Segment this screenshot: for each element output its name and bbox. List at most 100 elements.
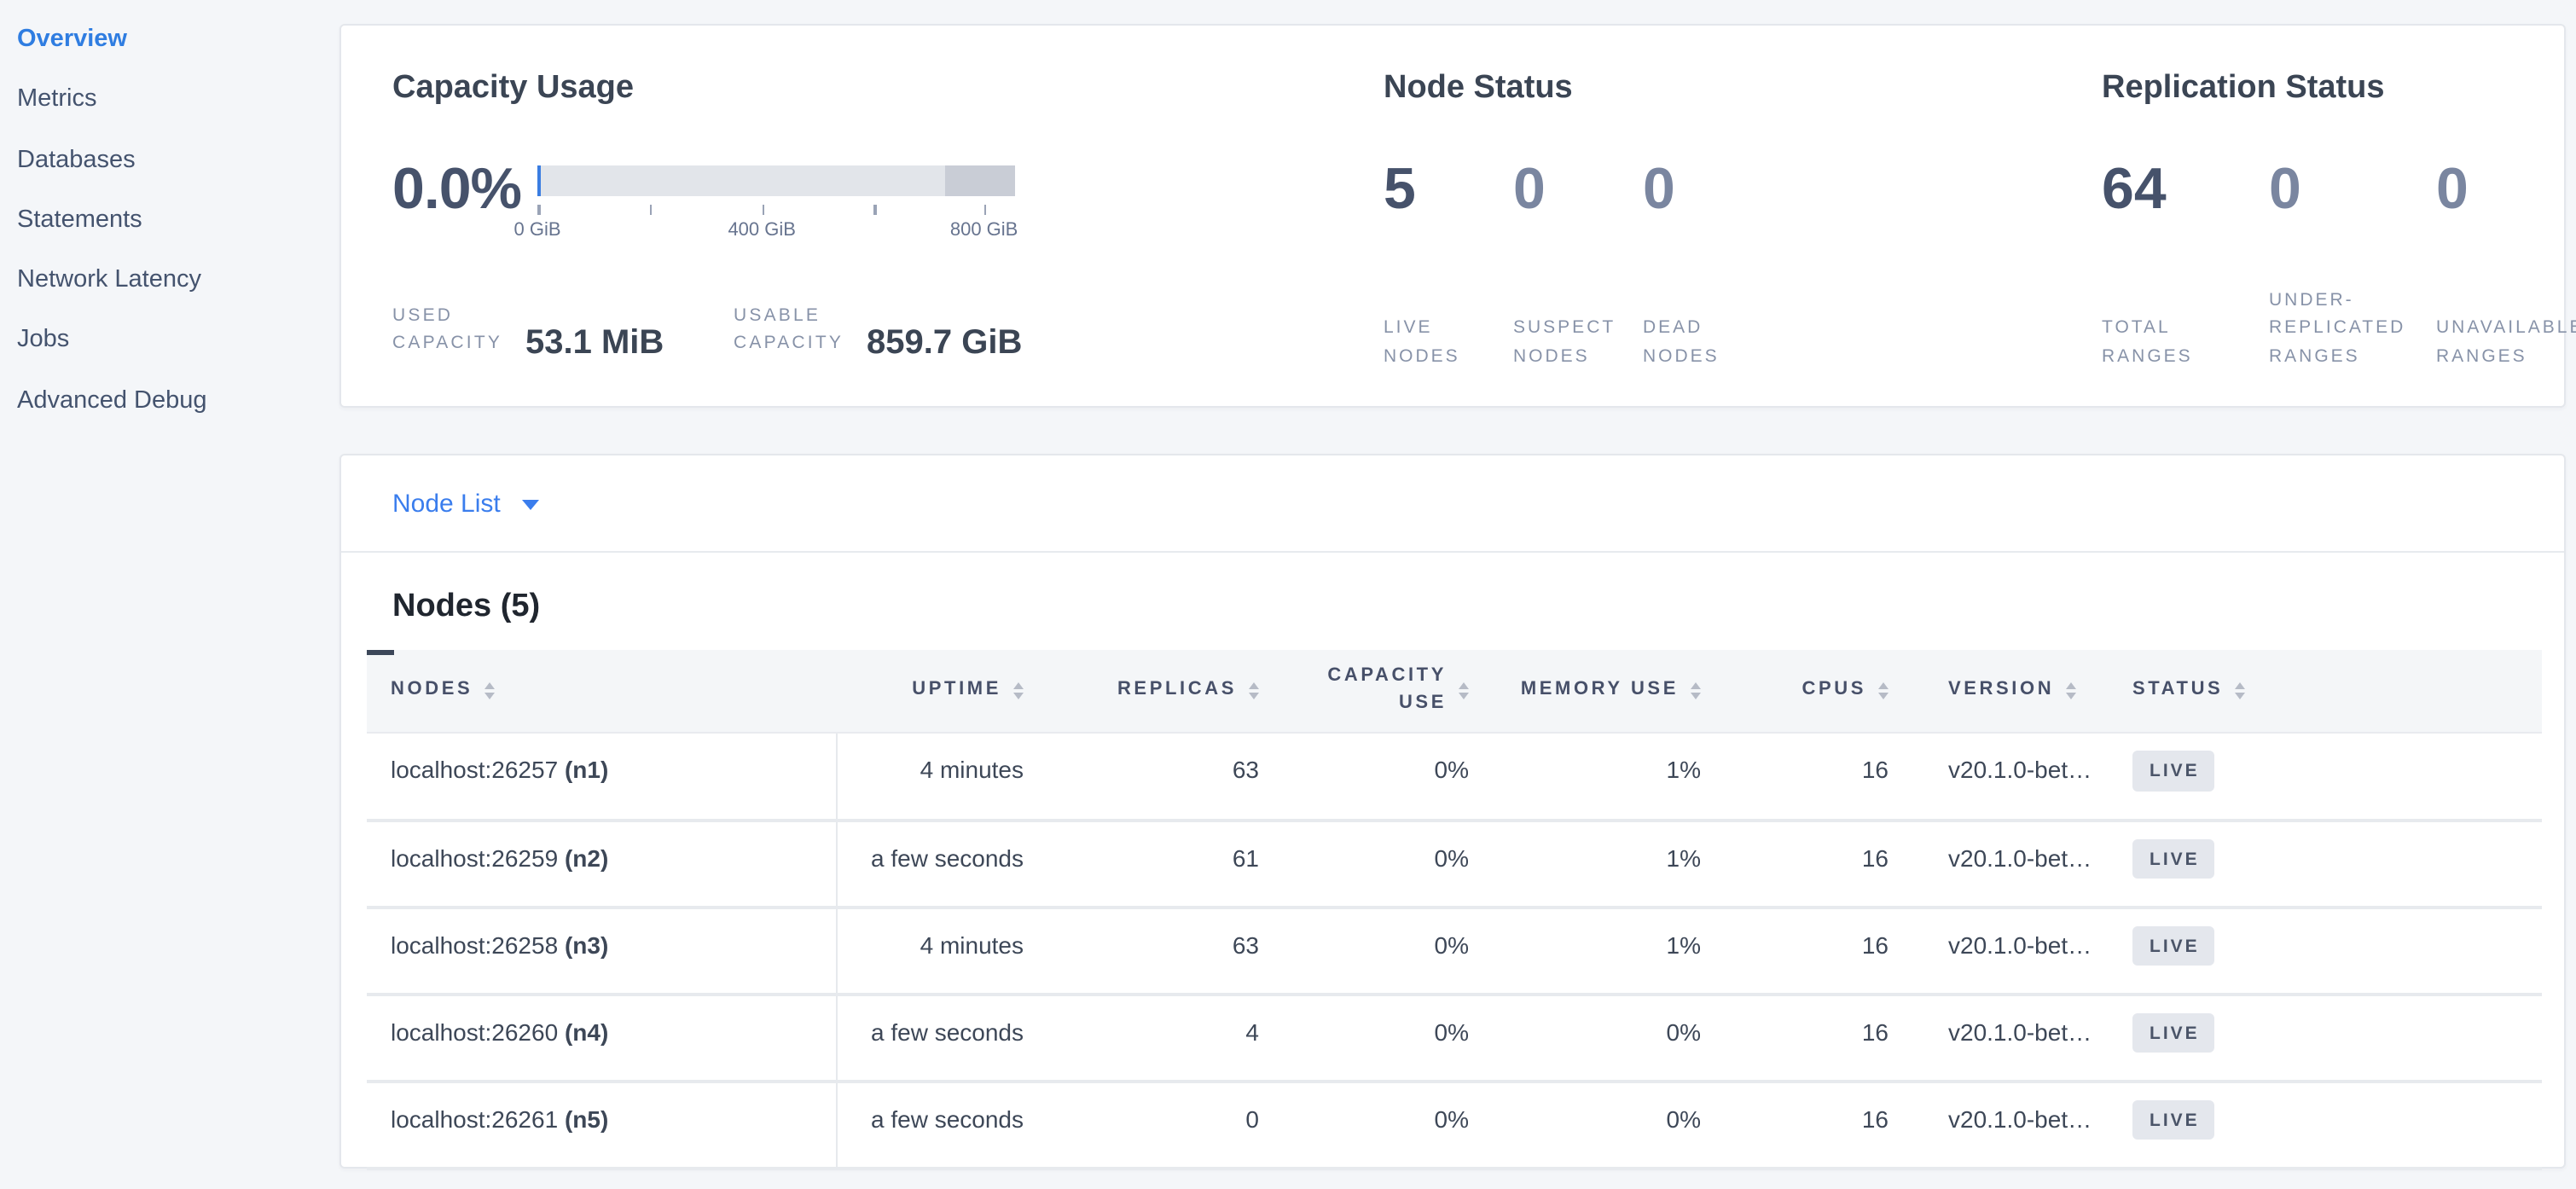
capacity-percent: 0.0% [392,157,522,222]
sort-down-icon [2066,693,2077,700]
sidebar-item-jobs[interactable]: Jobs [17,326,70,354]
column-header-uptime[interactable]: UPTIME [836,650,1044,734]
cell-uptime: a few seconds [836,994,1044,1082]
sort-arrows-icon [2066,682,2077,700]
sort-up-icon [484,682,496,689]
cell-node-address: localhost:26260 (n4) [367,994,837,1082]
sort-up-icon [1459,682,1469,689]
cell-version: v20.1.0-bet… [1909,1081,2093,1169]
sort-down-icon [1691,693,1701,700]
cell-node-address: localhost:26259 (n2) [367,820,837,908]
replication-status-section: Replication Status 64 TOTAL RANGES 0 UNDER-… [2102,26,2576,409]
node-row[interactable]: localhost:26261 (n5) a few seconds 0 0% 0% 16… [367,1081,2542,1169]
cell-capacity-use: 0% [1279,820,1489,908]
sort-up-icon [1878,682,1888,689]
axis-tick [762,205,765,215]
cell-uptime: a few seconds [836,820,1044,908]
sort-arrows-icon [1013,682,1024,700]
cell-replicas: 4 [1044,994,1279,1082]
sort-down-icon [484,693,496,700]
axis-tick [983,205,987,215]
sidebar-nav: Overview Metrics Databases Statements Networ… [0,0,339,1189]
replication-stat-value: 0 [2269,157,2301,222]
column-header-replicas[interactable]: REPLICAS [1044,650,1279,734]
view-selector-dropdown[interactable]: Node List [341,455,2564,553]
node-status-stat-label: DEAD NODES [1643,317,1720,367]
node-address: localhost:26258 [391,931,565,958]
cell-uptime: 4 minutes [836,733,1044,821]
cell-uptime: 4 minutes [836,907,1044,995]
node-row[interactable]: localhost:26260 (n4) a few seconds 4 0% 0% 16… [367,994,2542,1082]
status-badge: LIVE [2132,1012,2215,1053]
cell-status: LIVE [2093,820,2542,908]
node-status-stat-label: SUSPECT NODES [1513,317,1616,367]
node-status-section: Node Status 5 LIVE NODES 0 SUSPECT NODES 0 DE… [1384,26,2083,409]
sort-down-icon [1878,693,1888,700]
column-header-cpus[interactable]: CPUS [1721,650,1909,734]
node-id: (n4) [564,1018,609,1045]
sidebar-item-network-latency[interactable]: Network Latency [17,266,201,294]
sidebar-item-databases[interactable]: Databases [17,146,136,174]
cell-capacity-use: 0% [1279,1081,1489,1169]
node-address: localhost:26261 [391,1105,565,1132]
axis-tick [873,205,877,215]
cell-capacity-use: 0% [1279,994,1489,1082]
cell-uptime: a few seconds [836,1081,1044,1169]
column-header-label: CPUS [1801,679,1866,700]
node-status-stats: 5 LIVE NODES 0 SUSPECT NODES 0 DEAD NODES [1384,155,1772,370]
replication-stat-label: UNDER-REPLICATED RANGES [2269,290,2406,367]
capacity-usage-row: 0.0% 0 GiB 400 GiB 800 GiB [392,155,1373,254]
node-status-title: Node Status [1384,70,1573,106]
cell-memory-use: 1% [1489,820,1721,908]
status-badge: LIVE [2132,925,2215,966]
sort-arrows-icon [1691,682,1701,700]
cell-status: LIVE [2093,907,2542,995]
sort-down-icon [1459,693,1469,700]
capacity-usage-section: Capacity Usage 0.0% 0 GiB 400 GiB 800 GiB … [392,26,1373,409]
replication-stat: 0 UNAVAILABLE RANGES [2436,155,2576,370]
sidebar-item-metrics[interactable]: Metrics [17,85,97,113]
sidebar-item-advanced-debug[interactable]: Advanced Debug [17,386,207,415]
column-header-capacity-use[interactable]: CAPACITY USE [1279,650,1489,734]
cell-status: LIVE [2093,1081,2542,1169]
node-id: (n1) [564,756,609,783]
status-badge: LIVE [2132,838,2215,879]
capacity-bar-chart: 0 GiB 400 GiB 800 GiB [513,165,1018,254]
cell-replicas: 63 [1044,733,1279,821]
column-header-label: UPTIME [912,679,1001,700]
replication-status-title: Replication Status [2102,70,2385,106]
capacity-stat: USED CAPACITY 53.1 MiB [392,302,734,361]
chevron-down-icon [522,500,540,510]
column-header-label: NODES [391,679,473,700]
node-id: (n3) [564,931,609,958]
sidebar-item-overview[interactable]: Overview [17,26,127,53]
cell-cpus: 16 [1721,907,1909,995]
sidebar-item-statements[interactable]: Statements [17,206,142,234]
axis-tick [649,205,653,215]
cell-node-address: localhost:26261 (n5) [367,1081,837,1169]
node-status-stat: 5 LIVE NODES [1384,155,1513,370]
capacity-usage-title: Capacity Usage [392,70,635,106]
capacity-bar-axis: 0 GiB 400 GiB 800 GiB [513,196,1018,254]
view-selector-label: Node List [392,489,501,518]
node-row[interactable]: localhost:26259 (n2) a few seconds 61 0% 1% 1… [367,820,2542,908]
replication-stat-value: 64 [2102,157,2167,222]
node-row[interactable]: localhost:26257 (n1) 4 minutes 63 0% 1% 16 v20… [367,733,2542,821]
axis-tick [537,205,540,215]
column-header-status[interactable]: STATUS [2093,650,2542,734]
capacity-stat-value: 53.1 MiB [525,323,664,362]
replication-stat-label: TOTAL RANGES [2102,317,2193,367]
column-header-version[interactable]: VERSION [1909,650,2093,734]
column-header-memory-use[interactable]: MEMORY USE [1489,650,1721,734]
node-row[interactable]: localhost:26258 (n3) 4 minutes 63 0% 1% 16 v20… [367,907,2542,995]
cell-memory-use: 1% [1489,907,1721,995]
capacity-stat-label: USED CAPACITY [392,305,503,354]
column-header-nodes[interactable]: NODES [367,650,836,734]
sort-arrows-icon [484,682,496,700]
node-address: localhost:26260 [391,1018,565,1045]
cell-memory-use: 0% [1489,994,1721,1082]
cell-capacity-use: 0% [1279,907,1489,995]
sort-arrows-icon [2235,682,2246,700]
sort-arrows-icon [1459,682,1469,700]
